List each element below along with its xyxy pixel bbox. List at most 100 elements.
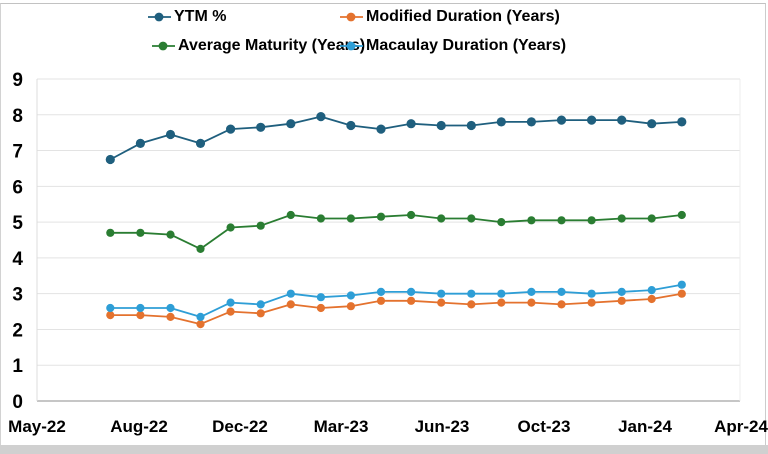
data-point — [376, 124, 386, 134]
data-point — [497, 218, 506, 227]
data-point — [316, 303, 325, 313]
data-point — [406, 119, 416, 129]
data-point — [226, 298, 235, 307]
data-point — [106, 228, 115, 237]
data-point — [256, 309, 265, 318]
data-point — [677, 289, 686, 298]
data-point — [165, 129, 176, 140]
x-tick-label: Oct-23 — [518, 417, 571, 436]
series-line-0 — [109, 115, 682, 161]
data-point — [226, 223, 235, 232]
data-point — [316, 112, 326, 122]
data-point — [166, 312, 175, 321]
data-point — [617, 115, 627, 125]
series-line-2 — [110, 214, 682, 250]
data-point — [647, 294, 656, 304]
data-point — [437, 214, 446, 223]
x-tick-label: Aug-22 — [110, 417, 168, 436]
data-point — [135, 138, 145, 148]
y-tick-label: 6 — [12, 177, 23, 198]
legend-label: Average Maturity (Years) — [178, 37, 366, 54]
data-point — [136, 228, 145, 237]
data-point — [677, 117, 687, 127]
data-point — [587, 216, 596, 225]
data-point — [316, 214, 325, 223]
data-point — [166, 303, 175, 313]
data-point — [286, 300, 295, 309]
x-tick-label: Dec-22 — [212, 417, 268, 436]
y-tick-label: 5 — [12, 213, 23, 234]
data-point — [647, 119, 657, 129]
data-point — [166, 230, 175, 239]
data-point — [226, 124, 236, 134]
data-point — [286, 119, 296, 129]
data-point — [346, 214, 355, 223]
data-point — [497, 289, 506, 298]
data-point — [467, 289, 476, 298]
data-point — [617, 287, 626, 296]
data-point — [407, 287, 416, 296]
data-point — [557, 216, 566, 225]
data-point — [617, 214, 626, 223]
data-point — [106, 311, 115, 320]
y-tick-label: 7 — [12, 142, 23, 163]
data-point — [527, 298, 536, 307]
data-point — [256, 122, 266, 132]
data-point — [647, 286, 656, 295]
macaulay-duration-legend-marker-icon — [340, 40, 363, 52]
data-point — [136, 303, 145, 313]
x-tick-label: Jun-23 — [415, 417, 470, 436]
data-point — [256, 221, 265, 230]
data-point — [527, 216, 536, 225]
data-point — [346, 120, 356, 131]
chart-legend: YTM % Modified Duration (Years) Average … — [0, 0, 768, 62]
data-point — [437, 289, 446, 298]
legend-item-modified-duration: Modified Duration (Years) — [340, 8, 560, 26]
window-edge-strip — [0, 445, 768, 454]
data-point — [316, 293, 325, 302]
legend-label: YTM % — [174, 8, 227, 25]
data-point — [466, 120, 476, 131]
data-point — [346, 291, 355, 300]
y-tick-label: 8 — [12, 106, 23, 127]
data-point — [467, 300, 476, 309]
data-point — [496, 117, 506, 127]
data-point — [286, 210, 295, 220]
data-point — [376, 287, 386, 296]
data-point — [436, 120, 446, 131]
y-tick-label: 2 — [12, 320, 23, 341]
data-point — [527, 287, 536, 296]
data-point — [136, 311, 145, 320]
data-point — [437, 298, 446, 307]
data-point — [196, 312, 205, 321]
data-point — [526, 117, 537, 127]
data-point — [647, 214, 656, 223]
data-point — [557, 300, 566, 309]
average-maturity-legend-marker-icon — [152, 40, 175, 52]
series-line-3 — [110, 283, 682, 318]
y-tick-label: 3 — [12, 285, 23, 306]
data-point — [677, 210, 686, 220]
data-point — [407, 296, 416, 305]
legend-item-ytm: YTM % — [148, 8, 226, 26]
modified-duration-legend-marker-icon — [340, 11, 363, 23]
y-tick-label: 4 — [12, 249, 23, 270]
y-tick-label: 1 — [12, 356, 23, 377]
legend-item-average-maturity: Average Maturity (Years) — [152, 37, 365, 55]
x-tick-label: Jan-24 — [618, 417, 672, 436]
x-tick-label: May-22 — [8, 417, 66, 436]
data-point — [196, 320, 205, 329]
data-point — [407, 210, 416, 220]
data-point — [497, 298, 506, 307]
data-point — [617, 296, 626, 305]
data-point — [557, 287, 566, 296]
series-line-1 — [110, 292, 682, 326]
data-point — [346, 302, 355, 311]
y-tick-label: 0 — [12, 392, 23, 413]
legend-item-macaulay-duration: Macaulay Duration (Years) — [340, 37, 566, 55]
ytm-legend-marker-icon — [148, 11, 171, 23]
data-point — [286, 289, 295, 298]
x-tick-label: Apr-24 — [714, 417, 768, 436]
legend-label: Modified Duration (Years) — [366, 8, 560, 25]
